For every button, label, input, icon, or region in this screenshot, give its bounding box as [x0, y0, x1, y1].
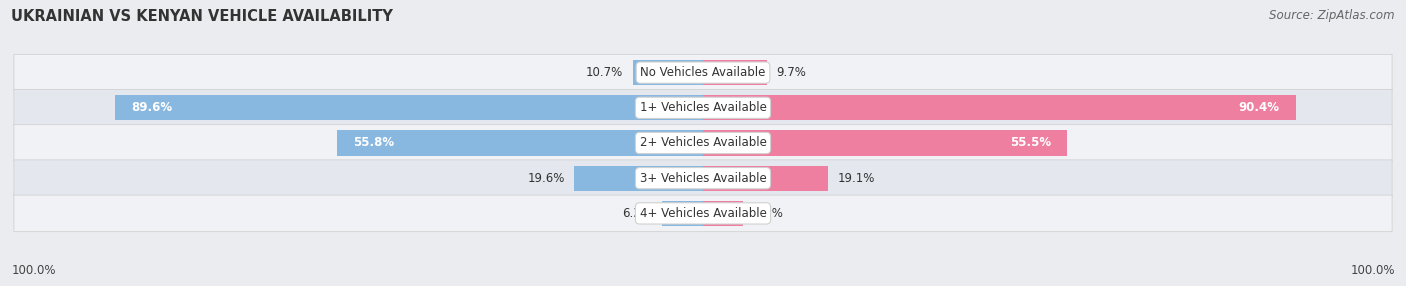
Text: 19.1%: 19.1%	[838, 172, 876, 185]
Bar	[703, 166, 828, 191]
Bar	[115, 95, 703, 120]
Bar	[633, 60, 703, 85]
Bar	[337, 130, 703, 156]
Text: 55.8%: 55.8%	[353, 136, 395, 150]
Bar	[662, 201, 703, 226]
Text: Source: ZipAtlas.com: Source: ZipAtlas.com	[1270, 9, 1395, 21]
Bar	[703, 201, 742, 226]
Text: 2+ Vehicles Available: 2+ Vehicles Available	[640, 136, 766, 150]
Text: 89.6%: 89.6%	[132, 101, 173, 114]
FancyBboxPatch shape	[14, 160, 1392, 196]
Text: 6.3%: 6.3%	[621, 207, 652, 220]
FancyBboxPatch shape	[14, 125, 1392, 161]
FancyBboxPatch shape	[14, 90, 1392, 126]
Bar	[703, 130, 1067, 156]
Text: 1+ Vehicles Available: 1+ Vehicles Available	[640, 101, 766, 114]
Text: 6.1%: 6.1%	[752, 207, 783, 220]
Text: 55.5%: 55.5%	[1010, 136, 1050, 150]
Text: 100.0%: 100.0%	[1350, 265, 1395, 277]
Text: 90.4%: 90.4%	[1239, 101, 1279, 114]
Bar	[703, 60, 766, 85]
Bar	[703, 95, 1296, 120]
Text: 19.6%: 19.6%	[527, 172, 565, 185]
Text: 4+ Vehicles Available: 4+ Vehicles Available	[640, 207, 766, 220]
Bar	[575, 166, 703, 191]
FancyBboxPatch shape	[14, 195, 1392, 232]
Text: 3+ Vehicles Available: 3+ Vehicles Available	[640, 172, 766, 185]
Text: 9.7%: 9.7%	[776, 66, 807, 79]
FancyBboxPatch shape	[14, 54, 1392, 91]
Text: 10.7%: 10.7%	[586, 66, 623, 79]
Text: 100.0%: 100.0%	[11, 265, 56, 277]
Text: UKRAINIAN VS KENYAN VEHICLE AVAILABILITY: UKRAINIAN VS KENYAN VEHICLE AVAILABILITY	[11, 9, 394, 23]
Text: No Vehicles Available: No Vehicles Available	[640, 66, 766, 79]
